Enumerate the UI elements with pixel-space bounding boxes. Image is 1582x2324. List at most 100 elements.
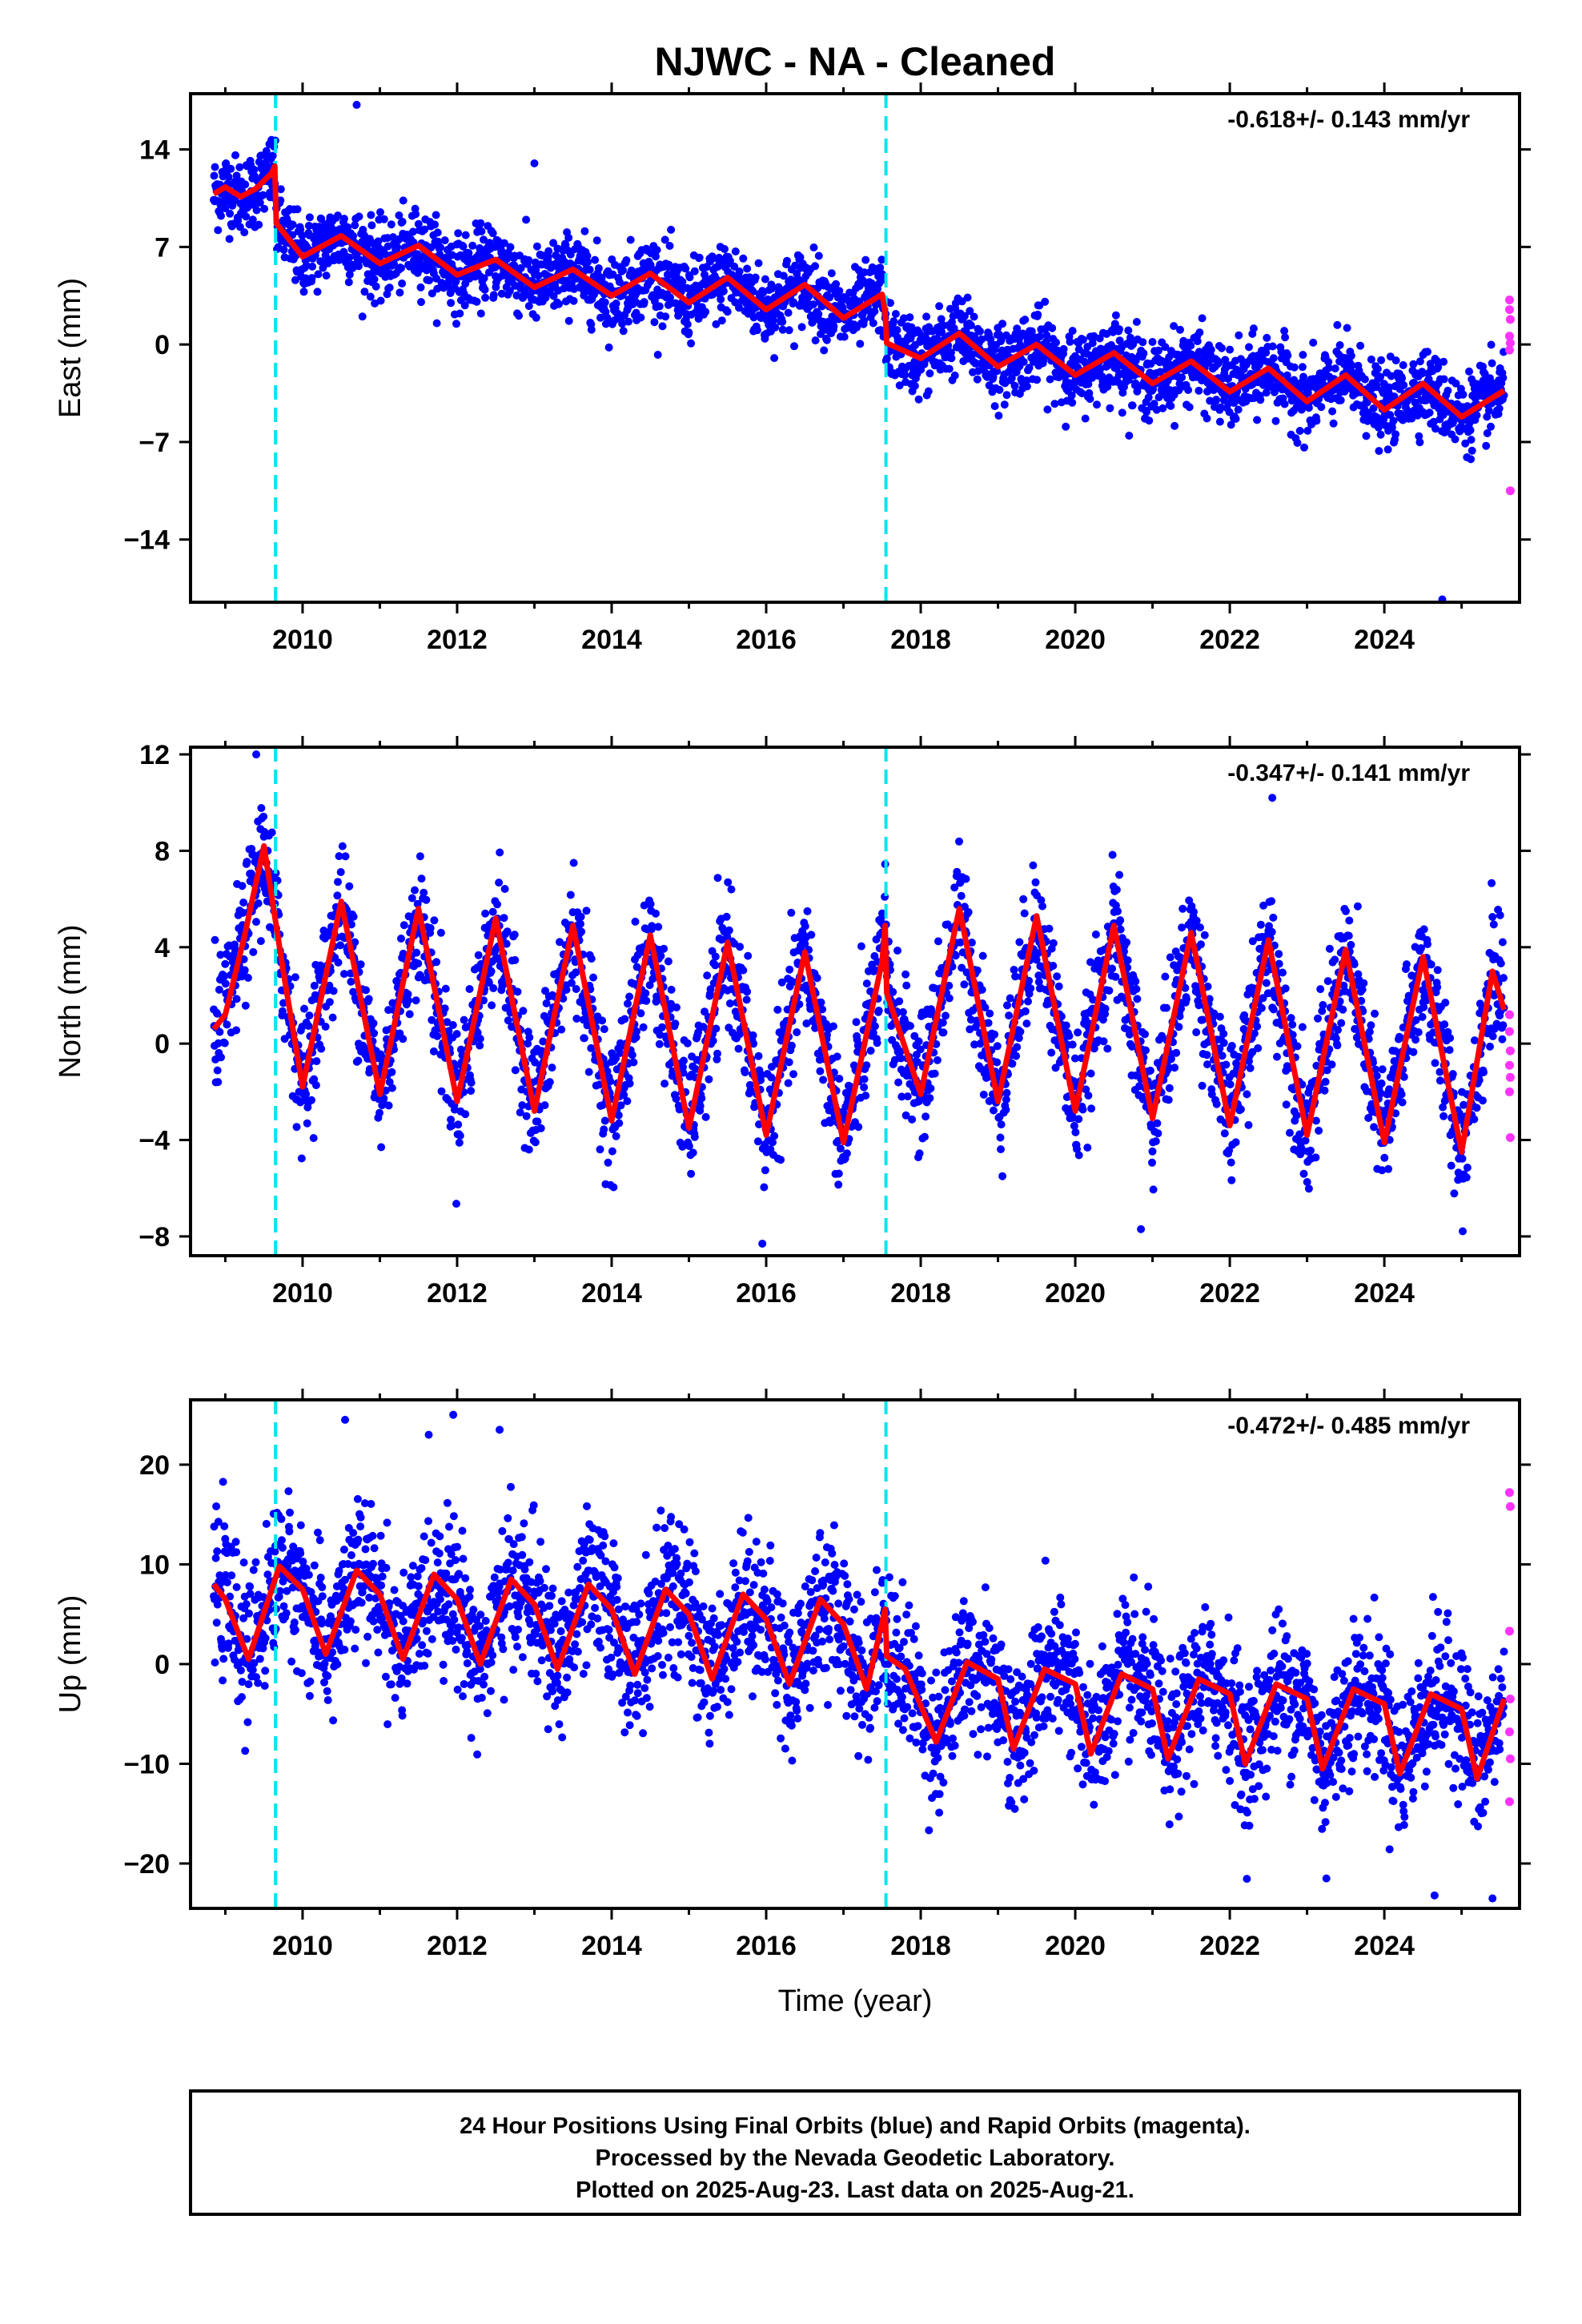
x-tick-label: 2020: [1045, 1278, 1106, 1309]
rapid-orbit-point: [1505, 1133, 1515, 1143]
y-tick-label: −10: [123, 1749, 170, 1779]
rapid-orbit-point: [1504, 345, 1514, 355]
x-tick-label: 2018: [890, 625, 951, 655]
x-tick-label: 2014: [581, 1278, 642, 1309]
axes-frame: [189, 746, 1521, 1257]
final-orbit-points: [210, 750, 1508, 1248]
x-tick-label: 2012: [427, 1278, 488, 1309]
y-tick-label: 8: [155, 836, 170, 866]
panel-east: 2010 2012 2014 2016 2018 2020 2022 2024 −14 −7 0 7 1…: [54, 82, 1531, 655]
y-axis-label: East (mm): [54, 278, 87, 418]
x-tick-label: 2014: [581, 1931, 642, 1961]
y-tick-label: 12: [139, 740, 170, 770]
y-tick-label: −7: [139, 428, 170, 458]
outlier-point: [252, 750, 261, 759]
rapid-orbit-point: [1504, 1797, 1514, 1807]
y-tick-label: −4: [139, 1126, 170, 1156]
outlier-point: [352, 100, 361, 109]
rapid-orbit-point: [1504, 1488, 1514, 1498]
outlier-point: [1322, 1874, 1331, 1883]
y-axis-label: Up (mm): [54, 1595, 87, 1714]
y-tick-label: 4: [155, 933, 170, 963]
x-tick-label: 2018: [890, 1931, 951, 1961]
outlier-point: [341, 1415, 350, 1424]
footer-frame: [189, 2089, 1521, 2216]
x-tick-label: 2010: [272, 1931, 333, 1961]
x-tick-label: 2012: [427, 625, 488, 655]
panel-up: 2010 2012 2014 2016 2018 2020 2022 2024 −20 −10 0 1…: [54, 1389, 1531, 2018]
rapid-orbit-point: [1504, 1087, 1514, 1096]
rapid-orbit-point: [1504, 295, 1514, 304]
panel-north: 2010 2012 2014 2016 2018 2020 2022 2024 −8 −4 0 4 8 1…: [54, 736, 1531, 1309]
y-tick-label: 0: [155, 330, 170, 360]
rapid-orbit-point: [1504, 1010, 1514, 1019]
x-tick-label: 2022: [1199, 1931, 1260, 1961]
rapid-orbit-point: [1504, 1060, 1514, 1070]
y-tick-label: −8: [139, 1222, 170, 1252]
plot-area: [210, 94, 1515, 602]
rapid-orbit-point: [1505, 1754, 1515, 1763]
model-fit-line: [212, 163, 1506, 420]
x-tick-label: 2016: [736, 625, 797, 655]
rapid-orbit-point: [1505, 486, 1515, 496]
y-tick-label: 14: [139, 135, 170, 166]
outlier-point: [449, 1410, 458, 1419]
rapid-orbit-point: [1505, 338, 1515, 348]
x-tick-label: 2012: [427, 1931, 488, 1961]
rapid-orbit-point: [1504, 332, 1514, 341]
rapid-orbit-point: [1505, 1695, 1515, 1704]
x-tick-label: 2010: [272, 625, 333, 655]
x-tick-label: 2016: [736, 1931, 797, 1961]
x-tick-label: 2010: [272, 1278, 333, 1309]
x-axis-label: Time (year): [778, 1984, 933, 2018]
trend-annotation: -0.618+/- 0.143 mm/yr: [1227, 107, 1470, 133]
model-fit-line: [211, 842, 1508, 1156]
final-orbit-points: [210, 1410, 1508, 1903]
y-tick-label: −20: [123, 1849, 170, 1880]
rapid-orbit-point: [1504, 1027, 1514, 1036]
trend-annotation: -0.472+/- 0.485 mm/yr: [1227, 1413, 1470, 1439]
rapid-orbit-point: [1505, 1502, 1515, 1511]
y-tick-label: 20: [139, 1450, 170, 1481]
x-tick-label: 2020: [1045, 625, 1106, 655]
x-tick-label: 2020: [1045, 1931, 1106, 1961]
rapid-orbit-point: [1504, 305, 1514, 315]
rapid-orbit-point: [1505, 315, 1515, 324]
outlier-point: [1488, 1894, 1497, 1903]
y-axis-label: North (mm): [54, 924, 87, 1078]
x-tick-label: 2022: [1199, 1278, 1260, 1309]
y-tick-label: 0: [155, 1650, 170, 1680]
model-fit-line: [211, 1563, 1508, 1782]
outlier-point: [1438, 595, 1447, 602]
rapid-orbit-point: [1504, 1727, 1514, 1737]
footer-line-1: 24 Hour Positions Using Final Orbits (bl…: [460, 2113, 1251, 2139]
final-orbit-point-cloud: [210, 804, 1508, 1236]
x-tick-label: 2022: [1199, 625, 1260, 655]
rapid-orbit-point: [1505, 1046, 1515, 1055]
y-tick-label: 7: [155, 232, 170, 263]
plot-area: [210, 747, 1515, 1256]
final-orbit-point-cloud: [210, 135, 1508, 464]
final-orbit-points: [210, 100, 1508, 602]
x-tick-label: 2016: [736, 1278, 797, 1309]
x-tick-label: 2014: [581, 625, 642, 655]
y-tick-label: −14: [123, 525, 170, 556]
footer-line-2: Processed by the Nevada Geodetic Laborat…: [596, 2145, 1115, 2171]
chart-title: NJWC - NA - Cleaned: [655, 39, 1056, 84]
x-tick-label: 2024: [1354, 1278, 1415, 1309]
outlier-point: [530, 159, 539, 167]
x-tick-label: 2024: [1354, 625, 1415, 655]
axes-frame: [189, 92, 1521, 604]
rapid-orbit-point: [1505, 1072, 1515, 1082]
x-tick-label: 2018: [890, 1278, 951, 1309]
y-tick-label: 10: [139, 1550, 170, 1580]
final-orbit-point-cloud: [210, 1430, 1508, 1884]
x-tick-label: 2024: [1354, 1931, 1415, 1961]
axes-frame: [189, 1398, 1521, 1910]
footer-box: 24 Hour Positions Using Final Orbits (bl…: [189, 2089, 1521, 2216]
trend-annotation: -0.347+/- 0.141 mm/yr: [1227, 760, 1470, 786]
outlier-point: [758, 1239, 767, 1248]
panels: 2010 2012 2014 2016 2018 2020 2022 2024−14−7071…: [54, 82, 1531, 2018]
outlier-point: [1268, 794, 1277, 802]
